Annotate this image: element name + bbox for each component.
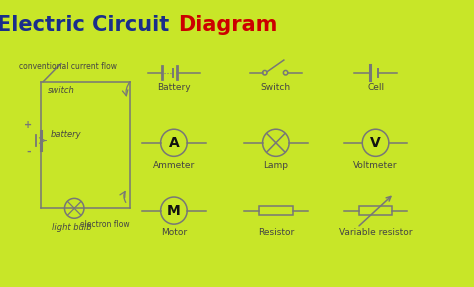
Text: Motor: Motor — [161, 228, 187, 237]
Text: V: V — [370, 136, 381, 150]
Text: light bulb: light bulb — [52, 223, 92, 232]
Text: +: + — [25, 120, 33, 130]
Text: Electric Circuit: Electric Circuit — [0, 15, 176, 35]
Text: Lamp: Lamp — [264, 161, 288, 170]
Text: battery: battery — [51, 130, 82, 139]
Text: Ammeter: Ammeter — [153, 161, 195, 170]
Text: Voltmeter: Voltmeter — [353, 161, 398, 170]
Text: switch: switch — [47, 86, 74, 95]
Text: Resistor: Resistor — [258, 228, 294, 237]
Text: electron flow: electron flow — [81, 220, 130, 229]
Text: A: A — [169, 136, 179, 150]
Text: Diagram: Diagram — [178, 15, 278, 35]
Bar — [259, 206, 293, 215]
Text: Cell: Cell — [367, 83, 384, 92]
Text: Switch: Switch — [261, 83, 291, 92]
Text: Battery: Battery — [157, 83, 191, 92]
Text: M: M — [167, 203, 181, 218]
Text: -: - — [26, 147, 31, 157]
Bar — [359, 206, 392, 215]
Text: conventional current flow: conventional current flow — [18, 62, 117, 71]
Text: Variable resistor: Variable resistor — [339, 228, 412, 237]
